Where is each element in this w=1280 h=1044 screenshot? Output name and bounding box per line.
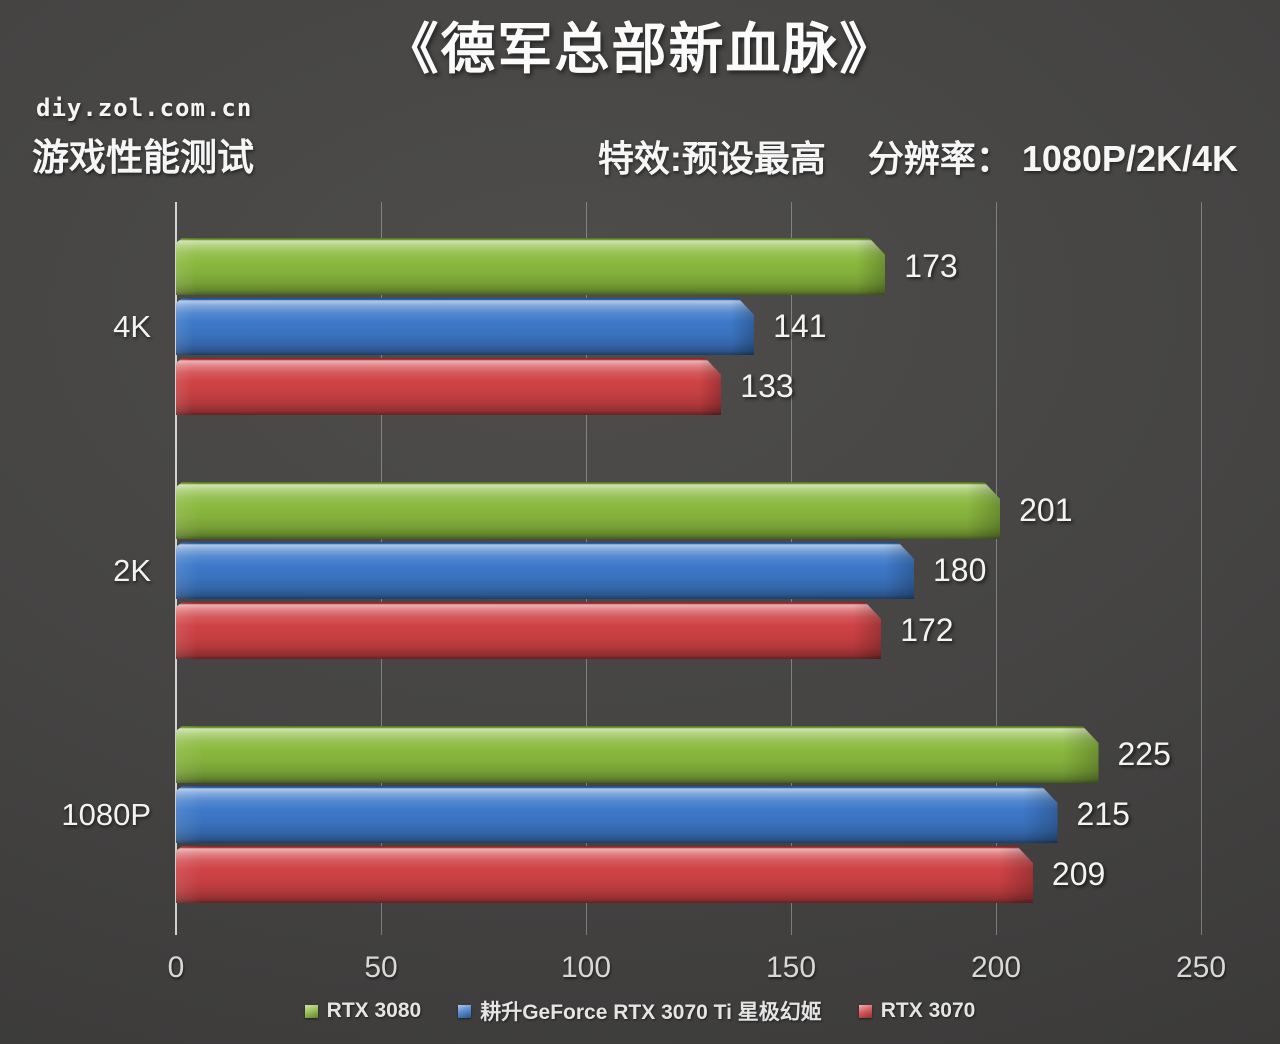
- legend-marker-icon: [458, 1004, 472, 1018]
- settings-quality: 特效:预设最高: [597, 138, 826, 179]
- x-tick-label-250: 250: [1175, 951, 1227, 984]
- bar-row: 201: [176, 482, 1201, 539]
- bar-value-label: 141: [773, 308, 827, 344]
- x-tick-label-200: 200: [970, 951, 1022, 984]
- legend-label: 耕升GeForce RTX 3070 Ti 星极幻姬: [480, 1001, 822, 1024]
- bar-row: 225: [176, 726, 1201, 783]
- category-label-1080P: 1080P: [61, 796, 151, 832]
- bar-value-label: 133: [740, 368, 794, 404]
- site-url: diy.zol.com.cn: [36, 94, 253, 122]
- bar-value-label: 215: [1076, 796, 1130, 832]
- bar-group-4K: 4K 173 141 133: [113, 238, 1201, 415]
- bar-1080P-耕升GeForce RTX 3070 Ti 星极幻姬: [176, 786, 1058, 843]
- gridline-x-250: [1201, 202, 1202, 935]
- bar-row: 209: [176, 846, 1201, 903]
- test-type-label: 游戏性能测试: [32, 137, 254, 178]
- bar-row: 141: [176, 298, 1201, 355]
- bar-4K-RTX 3080: [176, 238, 885, 295]
- bar-groups: 4K 173 141 133 2K 201 180 172 1080P 225 215 209: [61, 202, 1201, 935]
- bar-group-2K: 2K 201 180 172: [113, 482, 1201, 659]
- bar-group-1080P: 1080P 225 215 209: [61, 726, 1201, 903]
- bar-value-label: 173: [904, 248, 958, 284]
- x-tick-label-0: 0: [167, 951, 185, 984]
- category-label-2K: 2K: [113, 552, 151, 588]
- bar-value-label: 209: [1051, 856, 1106, 892]
- legend-marker-icon: [858, 1004, 872, 1018]
- settings-resolution: 分辨率： 1080P/2K/4K: [867, 138, 1238, 179]
- gridline-x-200: [996, 202, 997, 935]
- legend-item: 耕升GeForce RTX 3070 Ti 星极幻姬: [458, 996, 822, 1026]
- bar-2K-RTX 3070: [176, 602, 881, 659]
- x-tick-label-50: 50: [364, 951, 398, 984]
- legend-item: RTX 3080: [304, 999, 422, 1023]
- legend-item: RTX 3070: [858, 999, 976, 1023]
- legend-label: RTX 3080: [326, 999, 422, 1022]
- plot-area: 0 50 100 150 200 250 4K 173 141 133 2K 201 180 172 108…: [61, 202, 1226, 984]
- bar-row: 172: [176, 602, 1201, 659]
- bar-4K-耕升GeForce RTX 3070 Ti 星极幻姬: [176, 298, 754, 355]
- x-tick-label-100: 100: [560, 951, 612, 984]
- bar-value-label: 180: [933, 552, 987, 588]
- bar-1080P-RTX 3080: [176, 726, 1099, 783]
- bar-row: 180: [176, 542, 1201, 599]
- test-settings: 特效:预设最高 分辨率： 1080P/2K/4K: [400, 130, 1238, 182]
- legend-label: RTX 3070: [880, 999, 976, 1022]
- bar-row: 133: [176, 358, 1201, 415]
- bar-row: 215: [176, 786, 1201, 843]
- bar-2K-RTX 3080: [176, 482, 1000, 539]
- category-label-4K: 4K: [113, 308, 151, 344]
- bar-row: 173: [176, 238, 1201, 295]
- bar-1080P-RTX 3070: [176, 846, 1033, 903]
- bar-value-label: 225: [1117, 736, 1171, 772]
- bar-value-label: 201: [1019, 492, 1073, 528]
- bar-2K-耕升GeForce RTX 3070 Ti 星极幻姬: [176, 542, 914, 599]
- chart-title: 《德军总部新血脉》: [383, 18, 897, 80]
- bar-value-label: 172: [900, 612, 954, 648]
- bar-4K-RTX 3070: [176, 358, 721, 415]
- legend-marker-icon: [304, 1004, 318, 1018]
- legend: RTX 3080 耕升GeForce RTX 3070 Ti 星极幻姬 RTX 30…: [0, 996, 1280, 1026]
- x-tick-label-150: 150: [765, 951, 817, 984]
